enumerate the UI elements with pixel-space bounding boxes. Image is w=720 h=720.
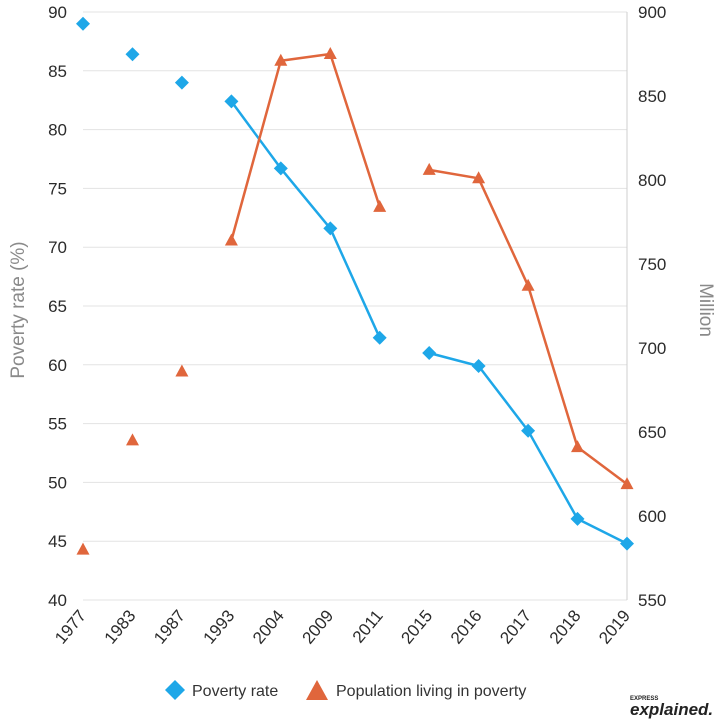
left-tick-label: 65 <box>48 297 67 316</box>
right-tick-label: 550 <box>638 591 666 610</box>
left-tick-label: 90 <box>48 3 67 22</box>
population-point <box>323 47 337 59</box>
poverty-rate-point <box>125 47 140 62</box>
series-layer <box>76 16 634 555</box>
x-tick-label: 1983 <box>101 606 140 647</box>
poverty-rate-point <box>372 330 387 345</box>
x-tick-label: 2009 <box>298 606 337 647</box>
x-tick-label: 2018 <box>546 606 585 647</box>
right-tick-label: 850 <box>638 87 666 106</box>
x-tick-label: 1987 <box>150 606 189 647</box>
right-tick-label: 600 <box>638 507 666 526</box>
right-tick-label: 800 <box>638 171 666 190</box>
population-point <box>274 53 288 66</box>
poverty-rate-point <box>422 346 437 360</box>
right-tick-label: 650 <box>638 423 666 442</box>
left-tick-label: 70 <box>48 238 67 257</box>
left-axis-title: Poverty rate (%) <box>8 241 29 378</box>
population-point <box>224 233 238 246</box>
population-point <box>76 542 90 555</box>
legend-triangle-icon <box>306 680 328 700</box>
x-tick-label: 2016 <box>447 606 486 647</box>
poverty-rate-point <box>273 161 288 176</box>
x-tick-label: 2015 <box>397 606 436 647</box>
left-tick-label: 75 <box>48 179 67 198</box>
left-tick-label: 85 <box>48 62 67 81</box>
x-tick-label: 2004 <box>249 606 288 647</box>
poverty-rate-point <box>471 359 486 373</box>
x-axis-ticks: 1977 1983 1987 1993 2004 2009 2011 2015 2016 2017… <box>51 606 634 647</box>
series-0-line-0 <box>230 100 381 339</box>
x-tick-label: 2019 <box>595 606 634 647</box>
poverty-rate-point <box>323 221 338 236</box>
left-axis-ticks: 40 45 50 55 60 65 70 75 80 85 90 <box>48 3 67 610</box>
left-tick-label: 60 <box>48 356 67 375</box>
brand-big-text: explained. <box>630 700 713 719</box>
left-tick-label: 55 <box>48 415 67 434</box>
poverty-rate-point <box>521 423 536 438</box>
right-tick-label: 900 <box>638 3 666 22</box>
right-axis-title: Million <box>695 283 716 337</box>
legend-diamond-icon <box>165 680 185 700</box>
right-axis-ticks: 550 600 650 700 750 800 850 900 <box>638 3 666 610</box>
legend-label-poverty-rate: Poverty rate <box>192 683 278 700</box>
gridlines <box>83 11 628 601</box>
right-tick-label: 750 <box>638 255 666 274</box>
series-0-line-1 <box>428 351 628 545</box>
series-1-line-0 <box>230 52 381 241</box>
left-tick-label: 50 <box>48 473 67 492</box>
population-point <box>126 433 139 446</box>
left-tick-label: 45 <box>48 532 67 551</box>
x-tick-label: 1993 <box>200 606 239 647</box>
legend: Poverty rate Population living in povert… <box>165 680 526 700</box>
x-tick-label: 2017 <box>496 606 535 647</box>
legend-label-population: Population living in poverty <box>336 683 526 700</box>
x-tick-label: 2011 <box>349 606 387 646</box>
population-point <box>175 364 189 377</box>
left-tick-label: 40 <box>48 591 67 610</box>
population-point <box>521 278 535 291</box>
population-point <box>422 162 436 175</box>
x-tick-label: 1977 <box>51 606 90 647</box>
poverty-rate-point <box>174 75 189 90</box>
population-point <box>571 440 584 453</box>
poverty-rate-point <box>76 16 90 31</box>
poverty-rate-point <box>620 536 634 551</box>
poverty-rate-point <box>224 94 239 109</box>
brand-small-text: EXPRESS <box>630 696 658 702</box>
population-point <box>472 171 486 184</box>
express-explained-logo: EXPRESS explained. <box>630 696 713 719</box>
right-tick-label: 700 <box>638 339 666 358</box>
left-tick-label: 80 <box>48 121 67 140</box>
population-point <box>620 477 634 490</box>
population-point <box>373 199 387 212</box>
poverty-rate-point <box>570 511 585 526</box>
